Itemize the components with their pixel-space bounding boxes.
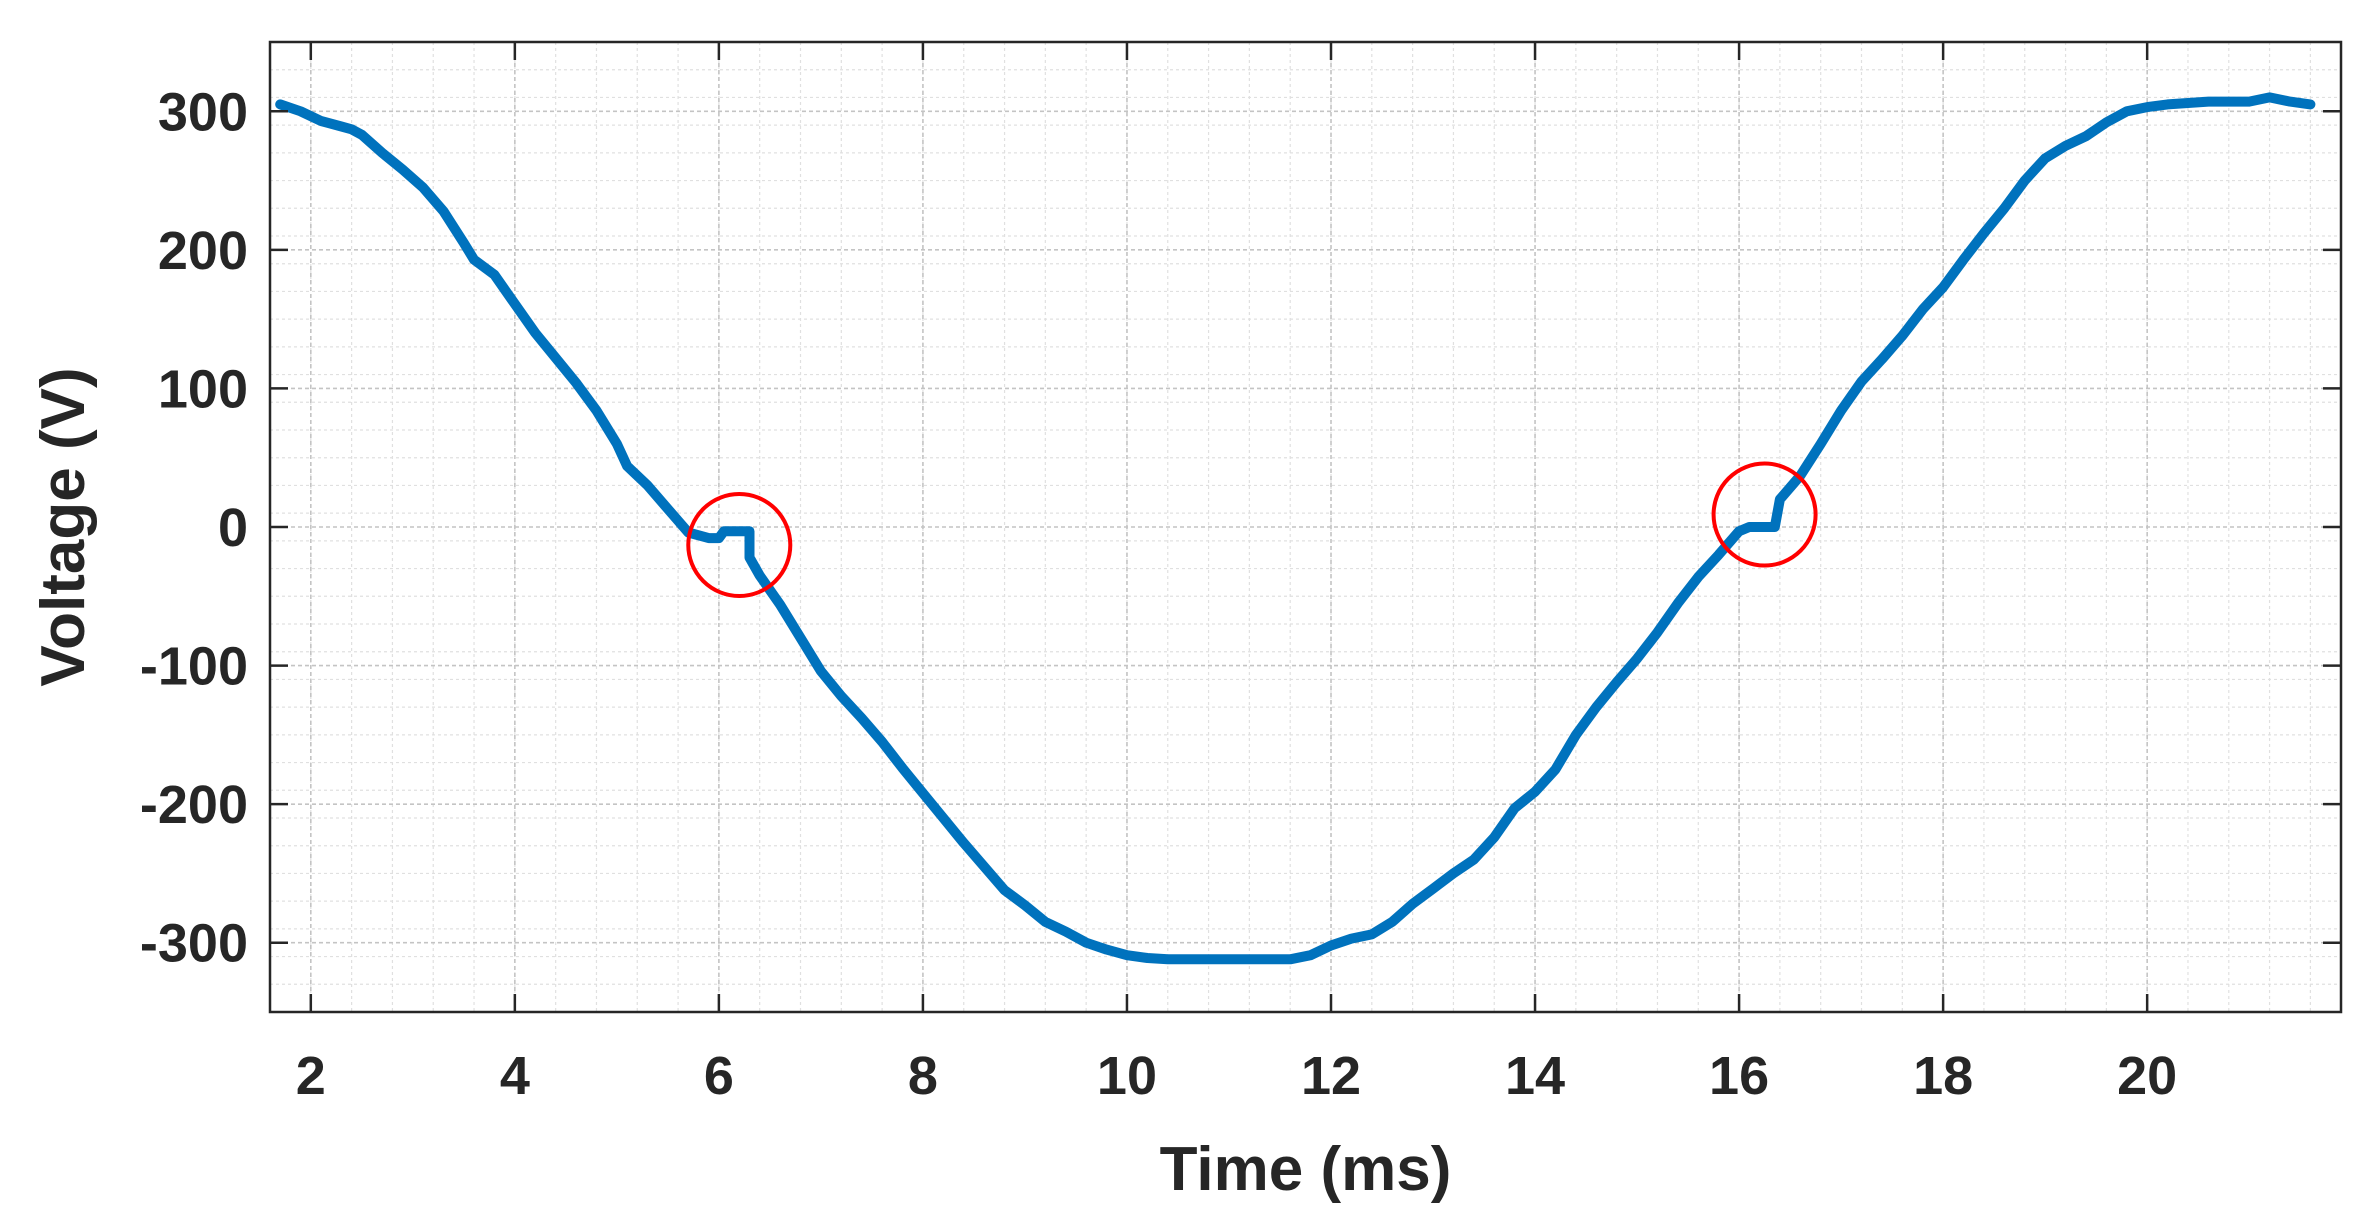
annotation-circle [686, 492, 793, 599]
series-layer [275, 92, 2316, 965]
x-tick-label: 16 [1709, 1046, 1769, 1106]
y-tick-label: 200 [158, 221, 248, 281]
y-tick-label: 0 [218, 498, 248, 558]
y-axis-title: Voltage (V) [29, 367, 98, 686]
major-grid [270, 42, 2341, 1012]
y-tick-label: 300 [158, 82, 248, 142]
x-tick-label: 12 [1301, 1046, 1361, 1106]
x-tick-label: 8 [908, 1046, 938, 1106]
tick-marks [270, 42, 2341, 1012]
y-tick-labels: -300 -200 -100 0 100 200 300 [140, 82, 248, 973]
voltage-series-line [275, 92, 2316, 965]
annotation-circle [1711, 461, 1818, 568]
annotation-layer [686, 461, 1818, 599]
x-tick-label: 6 [704, 1046, 734, 1106]
y-tick-label: -100 [140, 637, 248, 697]
y-tick-label: -200 [140, 775, 248, 835]
x-tick-label: 10 [1097, 1046, 1157, 1106]
x-tick-label: 4 [500, 1046, 530, 1106]
x-axis-title: Time (ms) [1160, 1135, 1452, 1204]
x-tick-label: 18 [1913, 1046, 1973, 1106]
x-tick-label: 20 [2117, 1046, 2177, 1106]
y-tick-label: 100 [158, 359, 248, 419]
y-tick-label: -300 [140, 914, 248, 974]
x-tick-label: 14 [1505, 1046, 1565, 1106]
x-tick-label: 2 [296, 1046, 326, 1106]
x-tick-labels: 2 4 6 8 10 12 14 16 18 20 [296, 1046, 2177, 1106]
